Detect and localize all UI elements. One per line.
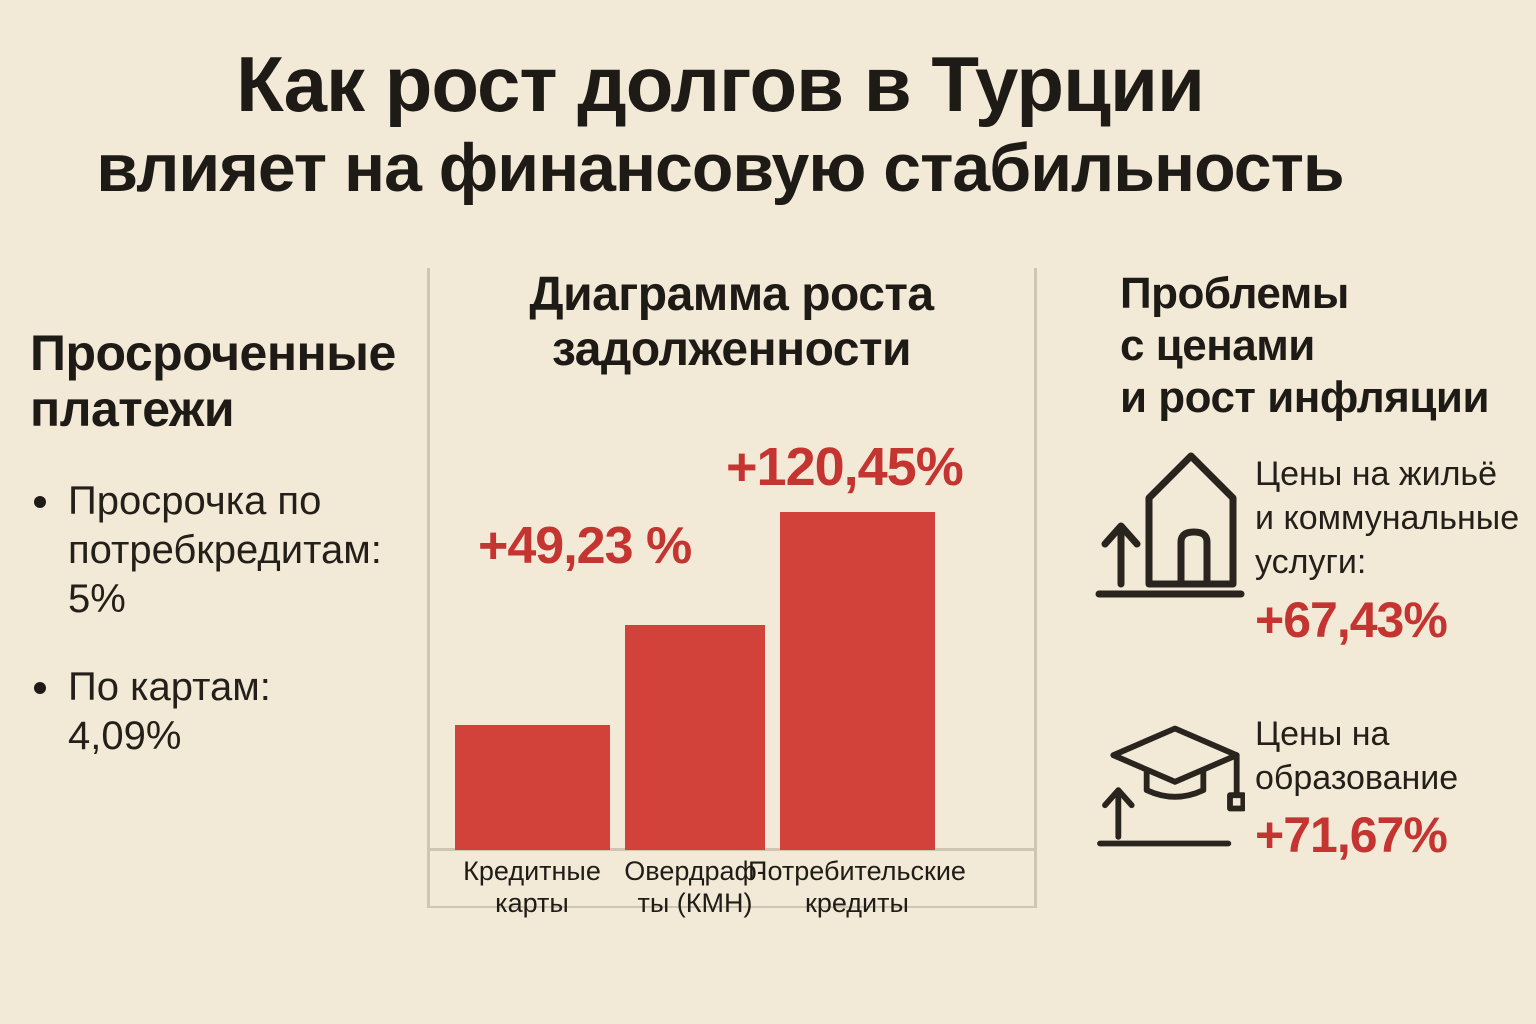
prices-inflation-heading: Проблемы с ценами и рост инфляции (1120, 269, 1490, 422)
list-item: Просрочка по потребкредитам: 5% (30, 477, 430, 623)
bar-overdrafts (625, 625, 765, 850)
column-divider-left (427, 268, 430, 908)
housing-prices-text-block: Цены на жильё и коммунальные услуги: +67… (1255, 436, 1519, 649)
bar-category-label-credit-cards: Кредитные карты (463, 856, 601, 919)
housing-prices-value: +67,43% (1255, 591, 1448, 648)
title-line-1: Как рост долгов в Турции (236, 40, 1205, 128)
bar-consumer-credits (780, 512, 935, 850)
overdue-payments-list: Просрочка по потребкредитам: 5% По карта… (30, 477, 430, 761)
prices-inflation-panel: Проблемы с ценами и рост инфляции Цены н… (1095, 268, 1525, 863)
housing-prices-caption: Цены на жильё и коммунальные услуги: (1255, 455, 1520, 582)
overdue-payments-panel: Просроченные платежи Просрочка по потреб… (30, 325, 430, 761)
education-prices-item: Цены на образование +71,67% (1095, 696, 1458, 866)
debt-growth-chart: Диаграмма роста задолженности +49,23 % +… (428, 268, 1035, 918)
bar-category-label-consumer-credits: Потребительские кредиты (748, 856, 966, 919)
education-prices-caption: Цены на образование (1255, 715, 1459, 798)
education-prices-value: +71,67% (1255, 807, 1448, 864)
bar-value-label-first: +49,23 % (478, 517, 692, 575)
house-arrow-up-icon (1095, 452, 1245, 598)
overdue-cards-stat: По картам: 4,09% (68, 665, 271, 759)
graduation-cap-arrow-up-icon (1097, 725, 1245, 847)
housing-prices-item: Цены на жильё и коммунальные услуги: +67… (1095, 436, 1519, 649)
overdue-payments-heading: Просроченные платежи (30, 325, 396, 437)
bar-group (455, 512, 935, 850)
column-divider-right (1034, 268, 1037, 908)
bar-category-label-overdrafts: Овердраф- ты (КМН) (624, 856, 766, 919)
bar-value-label-third: +120,45% (726, 437, 964, 497)
bar-credit-cards (455, 725, 610, 850)
bullet-dot (34, 496, 46, 508)
page-title: Как рост долгов в Турции влияет на финан… (20, 42, 1420, 206)
title-line-2: влияет на финансовую стабильность (96, 130, 1344, 207)
overdue-consumer-credit-stat: Просрочка по потребкредитам: 5% (68, 479, 382, 621)
chart-title: Диаграмма роста задолженности (529, 268, 934, 376)
chart-bottom-rule (428, 906, 1035, 908)
list-item: По картам: 4,09% (30, 663, 430, 761)
education-prices-text-block: Цены на образование +71,67% (1255, 696, 1458, 866)
bullet-dot (34, 682, 46, 695)
